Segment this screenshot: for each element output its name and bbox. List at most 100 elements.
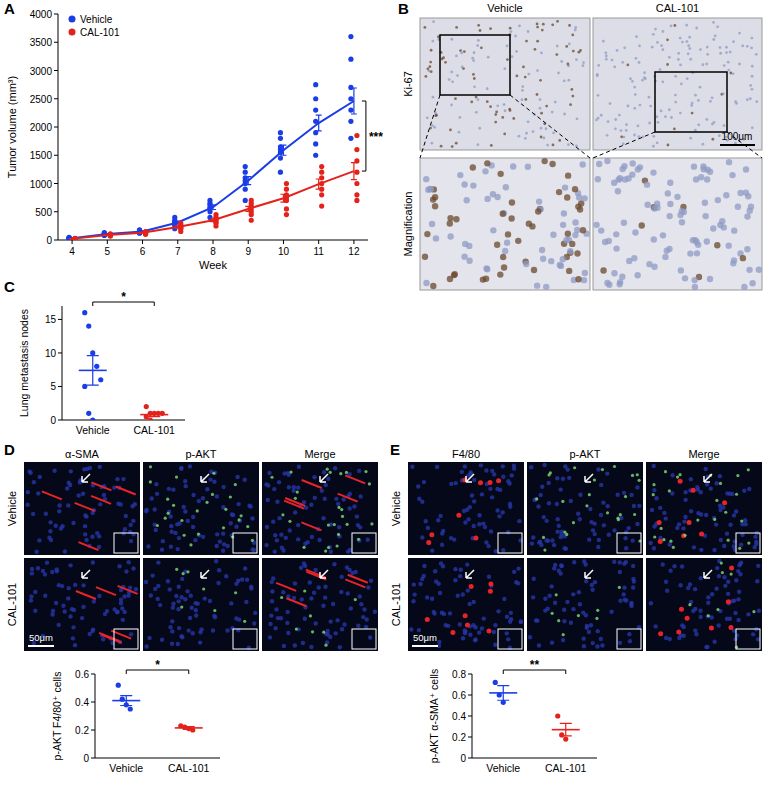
nucleus-texture [329, 619, 333, 623]
cell-texture [552, 144, 555, 147]
nucleus-texture [430, 596, 434, 600]
pakt-texture [302, 546, 305, 549]
nucleus-texture [469, 470, 473, 474]
pakt-texture [721, 571, 724, 574]
nucleus-texture [236, 502, 240, 506]
data-point [86, 324, 91, 329]
cell-texture [461, 253, 467, 259]
nucleus-texture [453, 578, 457, 582]
cell-texture [423, 26, 426, 29]
y-tick-label: 0.4 [75, 697, 89, 708]
nucleus-texture [482, 616, 486, 620]
nucleus-texture [340, 627, 344, 631]
nucleus-texture [347, 506, 351, 510]
cell-texture [652, 33, 655, 36]
cell-texture [484, 160, 490, 166]
cell-texture [575, 276, 581, 282]
y-tick [58, 420, 62, 421]
nucleus-texture [357, 469, 361, 473]
data-point [354, 198, 359, 203]
cell-texture [751, 88, 754, 91]
nucleus-texture [299, 566, 303, 570]
cell-texture [456, 74, 459, 77]
pakt-texture [237, 518, 240, 521]
cell-texture [551, 111, 554, 114]
nucleus-texture [120, 606, 124, 610]
nucleus-texture [487, 574, 491, 578]
nucleus-texture [218, 539, 222, 543]
nucleus-texture [168, 625, 172, 629]
pakt-texture [212, 472, 215, 475]
stain-texture [726, 599, 731, 604]
nucleus-texture [588, 507, 592, 511]
pakt-texture [333, 523, 336, 526]
stain-texture [75, 503, 95, 511]
nucleus-texture [596, 467, 600, 471]
stain-texture [118, 586, 138, 594]
y-tick [54, 183, 58, 184]
nucleus-texture [509, 617, 513, 621]
pakt-texture [205, 501, 208, 504]
pakt-texture [211, 493, 214, 496]
data-point [284, 212, 289, 217]
cell-texture [730, 260, 736, 266]
cell-texture [602, 239, 608, 245]
nucleus-texture [293, 510, 297, 514]
cell-texture [560, 60, 563, 63]
cell-texture [540, 127, 543, 130]
nucleus-texture [438, 514, 442, 518]
nucleus-texture [29, 594, 33, 598]
nucleus-texture [571, 607, 575, 611]
nucleus-texture [569, 499, 573, 503]
nucleus-texture [612, 560, 616, 564]
error-bar [104, 234, 110, 236]
nucleus-texture [211, 628, 215, 632]
nucleus-texture [191, 525, 195, 529]
cell-texture [650, 169, 656, 175]
cell-texture [494, 113, 497, 116]
cell-texture [457, 172, 463, 178]
cell-texture [701, 63, 704, 66]
cell-texture [701, 143, 704, 146]
stain-texture [496, 478, 501, 483]
stain-texture [463, 613, 468, 618]
cell-texture [450, 71, 453, 74]
nucleus-texture [317, 538, 321, 542]
nucleus-texture [418, 582, 422, 586]
pakt-texture [270, 476, 273, 479]
nucleus-texture [190, 606, 194, 610]
nucleus-texture [682, 634, 686, 638]
cell-texture [738, 63, 741, 66]
data-point [82, 384, 87, 389]
nucleus-texture [189, 593, 193, 597]
nucleus-texture [661, 562, 665, 566]
cell-texture [460, 51, 463, 54]
nucleus-texture [155, 597, 159, 601]
cell-texture [710, 225, 716, 231]
cell-texture [755, 100, 758, 103]
y-tick [58, 319, 62, 320]
nucleus-texture [265, 525, 269, 529]
stain-texture [116, 487, 136, 495]
cell-texture [470, 182, 476, 188]
nucleus-texture [312, 475, 316, 479]
nucleus-texture [466, 517, 470, 521]
cell-texture [476, 44, 479, 47]
nucleus-texture [97, 594, 101, 598]
data-point [98, 377, 103, 382]
pakt-texture [295, 627, 298, 630]
nucleus-texture [539, 543, 543, 547]
nucleus-texture [664, 516, 668, 520]
pakt-texture [337, 506, 340, 509]
cell-texture [546, 144, 549, 147]
cell-texture [615, 188, 621, 194]
stain-texture [276, 583, 296, 591]
nucleus-texture [725, 531, 729, 535]
nucleus-texture [535, 618, 539, 622]
legend-label: CAL-101 [80, 27, 120, 38]
data-point [116, 683, 121, 688]
cell-texture [705, 118, 708, 121]
cell-texture [685, 24, 688, 27]
chart-a: 0500100015002000250030003500400045678910… [6, 9, 383, 271]
x-tick [283, 240, 284, 244]
